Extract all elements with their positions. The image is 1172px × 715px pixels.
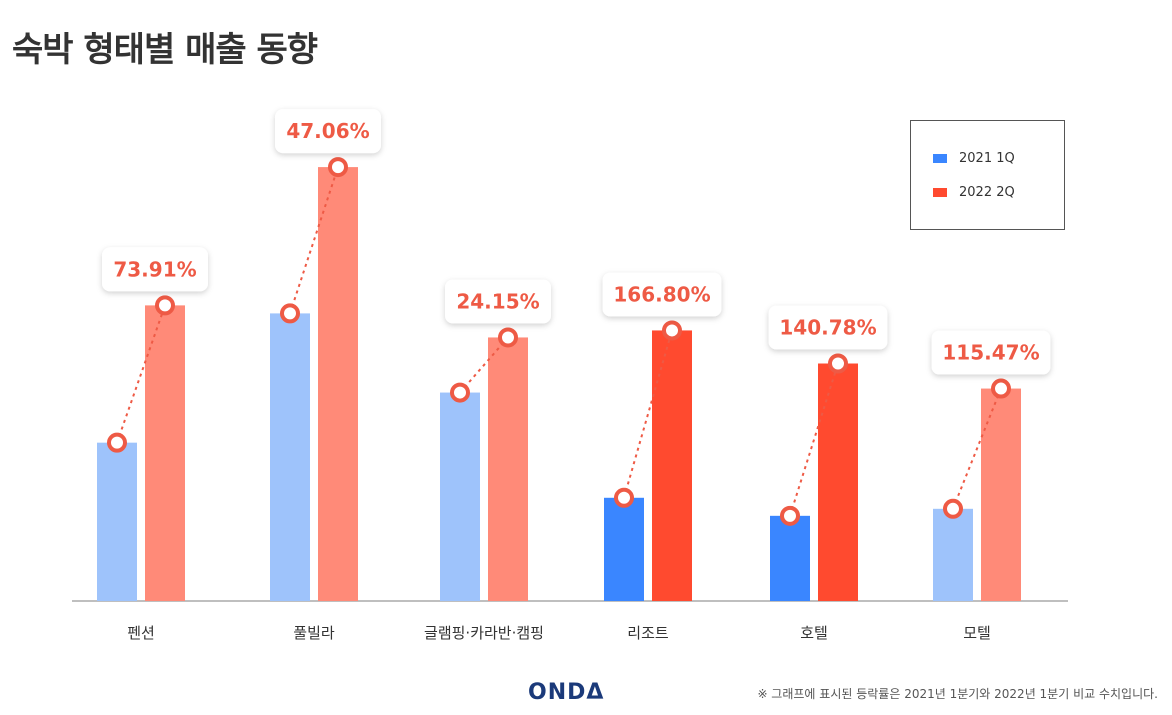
bar-2022-2q-3 <box>652 330 692 601</box>
legend-item-2022-2q: 2022 2Q <box>933 185 1015 200</box>
change-bubble-2 <box>445 279 551 324</box>
marker-2021-1q-4 <box>780 505 800 526</box>
category-label-1: 풀빌라 <box>293 624 335 642</box>
marker-2022-2q-4 <box>828 353 848 374</box>
change-bubble-3 <box>602 272 722 317</box>
marker-2022-2q-5 <box>991 378 1011 399</box>
bar-2022-2q-5 <box>981 388 1021 601</box>
footnote: ※ 그래프에 표시된 등락률은 2021년 1분기와 2022년 1분기 비교 … <box>757 687 1158 701</box>
change-bubble-0 <box>102 247 208 292</box>
legend-label-2021-1q: 2021 1Q <box>959 151 1015 166</box>
legend-swatch-2022-2q <box>933 188 947 197</box>
change-bubble-5 <box>931 330 1051 375</box>
bar-2021-1q-2 <box>440 392 480 601</box>
change-connector-0 <box>116 305 166 444</box>
change-connector-3 <box>623 330 673 499</box>
marker-2022-2q-0 <box>155 295 175 316</box>
change-label-5: 115.47% <box>942 341 1039 365</box>
marker-2021-1q-2 <box>450 382 470 403</box>
change-connector-5 <box>952 388 1002 510</box>
bar-2022-2q-1 <box>318 167 358 602</box>
bar-2022-2q-4 <box>818 363 858 601</box>
change-label-4: 140.78% <box>779 316 876 340</box>
marker-2021-1q-1 <box>280 303 300 324</box>
page-title: 숙박 형태별 매출 동향 <box>12 30 318 70</box>
change-label-0: 73.91% <box>113 257 196 281</box>
change-label-2: 24.15% <box>456 289 539 313</box>
bar-2022-2q-2 <box>488 337 528 601</box>
bar-2021-1q-3 <box>604 497 644 601</box>
bar-2021-1q-0 <box>97 442 137 601</box>
legend: 2021 1Q 2022 2Q <box>910 120 1065 230</box>
marker-2022-2q-1 <box>328 157 348 178</box>
change-label-1: 47.06% <box>286 119 369 143</box>
marker-2021-1q-5 <box>943 498 963 519</box>
marker-2022-2q-3 <box>662 320 682 341</box>
marker-2021-1q-3 <box>614 487 634 508</box>
bar-2021-1q-1 <box>270 313 310 601</box>
category-label-3: 리조트 <box>627 624 669 642</box>
change-connector-4 <box>789 363 839 517</box>
category-label-5: 모텔 <box>963 624 991 642</box>
category-label-4: 호텔 <box>800 624 828 642</box>
category-label-0: 펜션 <box>127 624 155 642</box>
change-connector-1 <box>289 166 339 314</box>
bar-2021-1q-4 <box>770 515 810 601</box>
change-connector-2 <box>459 336 509 394</box>
change-bubble-1 <box>275 109 381 154</box>
marker-2021-1q-0 <box>107 432 127 453</box>
bar-2021-1q-5 <box>933 508 973 601</box>
category-label-2: 글램핑·카라반·캠핑 <box>424 624 544 642</box>
change-bubble-4 <box>768 305 888 350</box>
legend-label-2022-2q: 2022 2Q <box>959 185 1015 200</box>
legend-swatch-2021-1q <box>933 154 947 163</box>
marker-2022-2q-2 <box>498 327 518 348</box>
onda-logo: ONDΔ <box>528 680 605 705</box>
legend-item-2021-1q: 2021 1Q <box>933 151 1015 166</box>
bar-2022-2q-0 <box>145 305 185 601</box>
change-label-3: 166.80% <box>613 282 710 306</box>
